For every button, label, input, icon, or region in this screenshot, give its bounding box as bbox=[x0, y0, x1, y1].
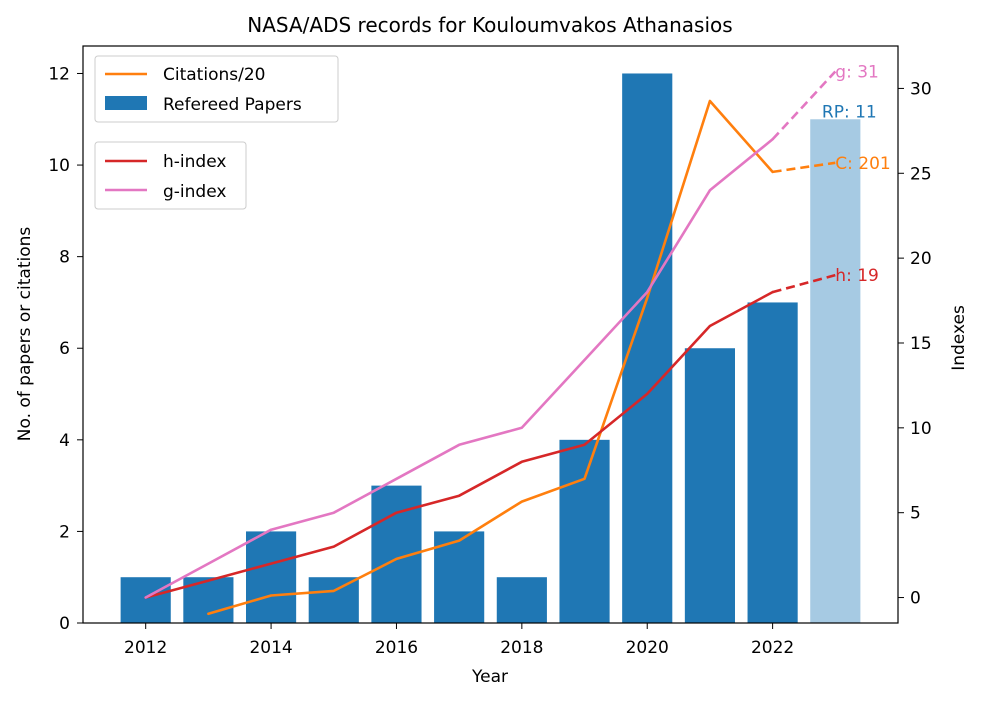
x-axis-label: Year bbox=[471, 667, 508, 687]
bar-2015 bbox=[308, 577, 359, 623]
y-right-tick-label-30: 30 bbox=[910, 79, 932, 99]
legend-h-index-label: h-index bbox=[163, 152, 226, 172]
x-tick-label-2012: 2012 bbox=[124, 638, 167, 658]
legend-top-frame bbox=[94, 55, 339, 123]
y-axis-right-ticks: 0 5 10 15 20 25 30 bbox=[898, 79, 932, 609]
line-h-index-projection bbox=[772, 273, 836, 294]
line-h-index bbox=[144, 290, 774, 599]
line-g-index-projection bbox=[771, 70, 837, 141]
bar-2019 bbox=[559, 439, 610, 623]
x-tick-label-2018: 2018 bbox=[500, 638, 543, 658]
legend-bottom: h-index g-index bbox=[94, 141, 247, 210]
x-tick-label-2020: 2020 bbox=[626, 638, 669, 658]
legend-top: Citations/20 Refereed Papers bbox=[94, 55, 339, 123]
y-left-tick-label-12: 12 bbox=[48, 64, 70, 84]
y-left-tick-label-4: 4 bbox=[59, 431, 70, 451]
x-tick-label-2016: 2016 bbox=[375, 638, 418, 658]
bar-2018 bbox=[496, 577, 547, 623]
end-label-g: g: 31 bbox=[835, 62, 879, 82]
bar-2021 bbox=[684, 348, 735, 623]
y-axis-right-label: Indexes bbox=[949, 305, 969, 371]
legend-papers-label: Refereed Papers bbox=[163, 95, 302, 115]
end-label-c: C: 201 bbox=[835, 154, 890, 174]
y-left-tick-label-6: 6 bbox=[59, 339, 70, 359]
y-right-tick-label-15: 15 bbox=[910, 334, 932, 354]
x-tick-label-2022: 2022 bbox=[751, 638, 794, 658]
end-label-rp: RP: 11 bbox=[822, 102, 877, 122]
x-tick-label-2014: 2014 bbox=[249, 638, 292, 658]
legend-g-index-label: g-index bbox=[163, 182, 226, 202]
y-right-tick-label-25: 25 bbox=[910, 164, 932, 184]
bar-2022 bbox=[747, 302, 798, 623]
y-right-tick-label-5: 5 bbox=[910, 504, 921, 524]
y-left-tick-label-2: 2 bbox=[59, 522, 70, 542]
y-left-tick-label-0: 0 bbox=[59, 614, 70, 634]
x-axis-ticks: 2012 2014 2016 2018 2020 2022 bbox=[124, 623, 794, 658]
bar-projected-2023 bbox=[810, 119, 861, 624]
bar-2014 bbox=[246, 531, 297, 623]
y-axis-left-ticks: 0 2 4 6 8 10 12 bbox=[48, 64, 83, 634]
y-right-tick-label-0: 0 bbox=[910, 589, 921, 609]
y-right-tick-label-10: 10 bbox=[910, 419, 932, 439]
end-labels: g: 31 RP: 11 C: 201 h: 19 bbox=[822, 62, 891, 286]
legend-papers-swatch bbox=[105, 96, 147, 110]
line-citations-20 bbox=[207, 99, 774, 616]
bar-2012 bbox=[120, 577, 171, 623]
legend-bottom-frame bbox=[94, 141, 247, 210]
chart-title: NASA/ADS records for Kouloumvakos Athana… bbox=[247, 13, 732, 37]
y-left-tick-label-10: 10 bbox=[48, 156, 70, 176]
y-axis-left-label: No. of papers or citations bbox=[15, 227, 35, 442]
y-right-tick-label-20: 20 bbox=[910, 249, 932, 269]
y-left-tick-label-8: 8 bbox=[59, 248, 70, 268]
plot-frame bbox=[82, 45, 899, 624]
line-g-index bbox=[144, 138, 774, 599]
line-citations-20-projection bbox=[772, 161, 836, 174]
series-lines bbox=[144, 70, 837, 616]
end-label-h: h: 19 bbox=[835, 266, 879, 286]
legend-citations-label: Citations/20 bbox=[163, 65, 265, 85]
